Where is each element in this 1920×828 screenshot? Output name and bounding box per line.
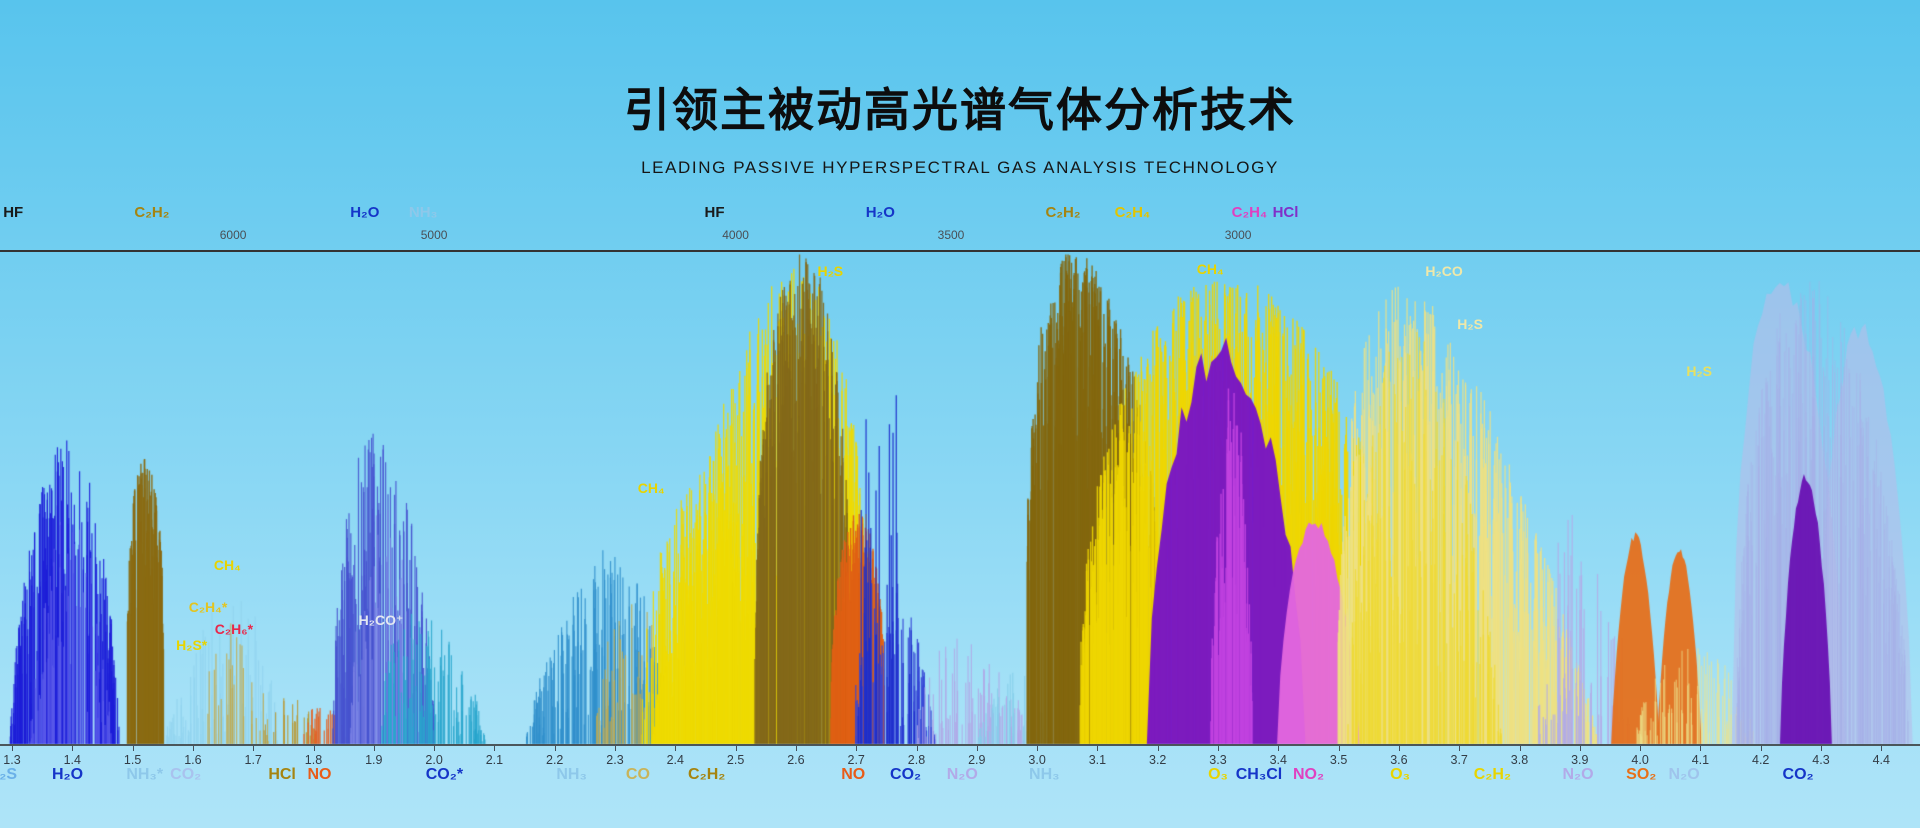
top-axis-line [0, 250, 1920, 252]
bottom-axis-line [0, 744, 1920, 746]
